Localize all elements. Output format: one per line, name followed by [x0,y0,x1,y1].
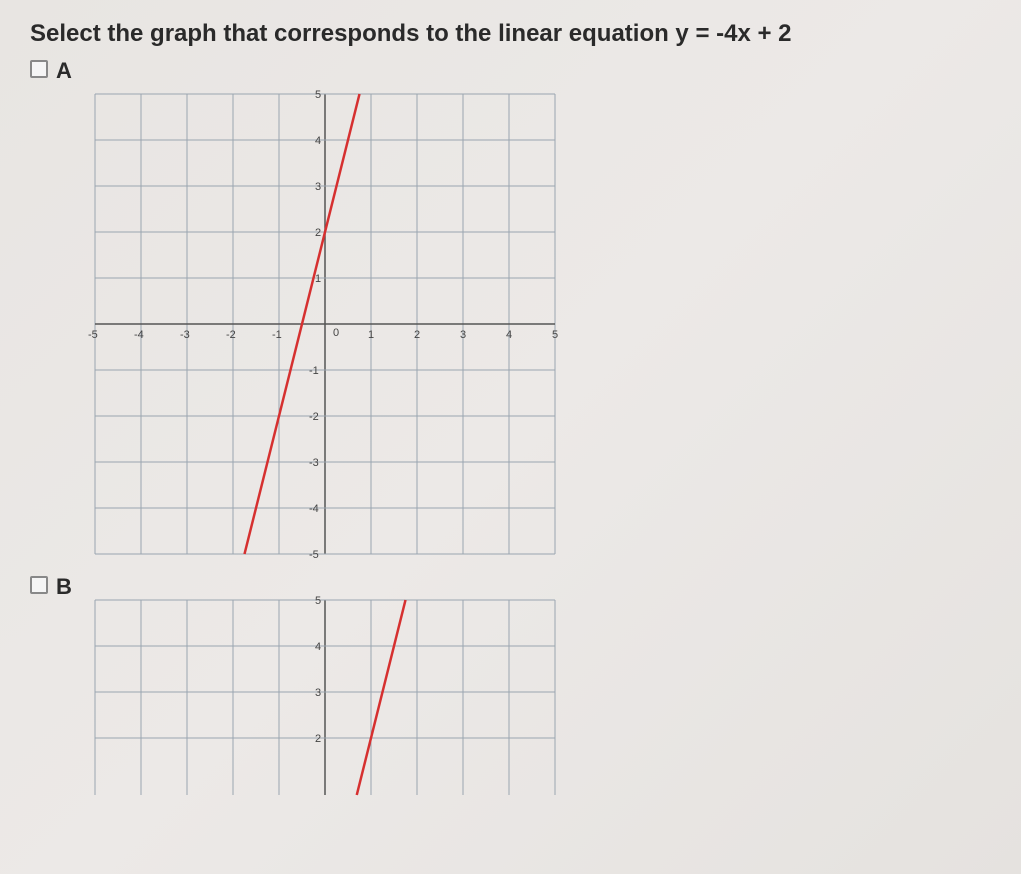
svg-text:4: 4 [315,641,321,653]
svg-text:2: 2 [414,329,420,341]
svg-text:4: 4 [506,329,512,341]
svg-text:-4: -4 [134,329,144,341]
svg-text:-5: -5 [88,329,98,341]
svg-text:4: 4 [315,135,321,147]
svg-text:1: 1 [368,329,374,341]
checkbox-b[interactable] [30,576,48,594]
svg-text:-3: -3 [309,457,319,469]
svg-text:3: 3 [315,687,321,699]
svg-text:2: 2 [315,227,321,239]
svg-text:-4: -4 [309,503,319,515]
svg-text:5: 5 [315,89,321,101]
chart-b-svg: 2 3 4 5 [85,595,605,805]
option-a-row: A [30,58,991,84]
option-b-label: B [56,574,72,600]
svg-text:-5: -5 [309,549,319,559]
chart-b-container: 2 3 4 5 [85,595,991,810]
chart-a-container: -5 -4 -3 -2 -1 0 1 2 3 4 5 -5 -4 -3 -2 -1 1 2 3 4 5 [85,89,991,564]
svg-text:-2: -2 [226,329,236,341]
svg-text:-3: -3 [180,329,190,341]
chart-a-svg: -5 -4 -3 -2 -1 0 1 2 3 4 5 -5 -4 -3 -2 -1 1 2 3 4 5 [85,89,605,559]
svg-text:5: 5 [552,329,558,341]
option-a-label: A [56,58,72,84]
checkbox-a[interactable] [30,60,48,78]
svg-text:-1: -1 [309,365,319,377]
svg-text:-1: -1 [272,329,282,341]
svg-text:0: 0 [333,327,339,339]
svg-text:-2: -2 [309,411,319,423]
svg-text:2: 2 [315,733,321,745]
svg-text:1: 1 [315,273,321,285]
question-text: Select the graph that corresponds to the… [30,20,991,48]
svg-text:3: 3 [460,329,466,341]
svg-text:5: 5 [315,595,321,607]
svg-text:3: 3 [315,181,321,193]
